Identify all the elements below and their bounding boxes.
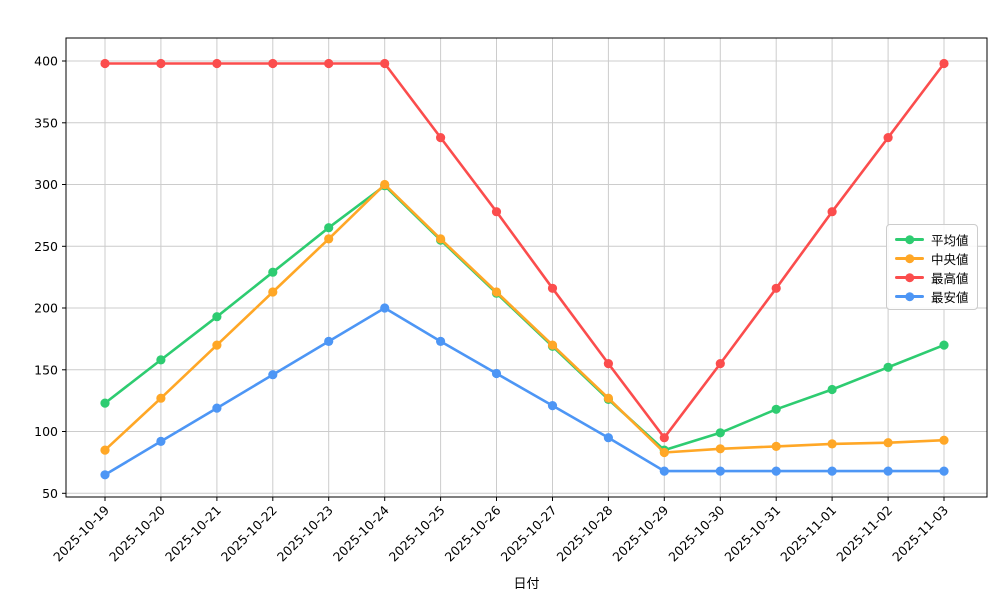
legend-label-average: 平均値 [931, 233, 969, 248]
legend-label-max: 最高値 [931, 271, 969, 286]
data-point-max [771, 283, 781, 293]
legend-item-max: 最高値 [895, 268, 969, 287]
data-point-average [939, 340, 949, 350]
data-point-min [547, 401, 558, 411]
data-point-average [156, 355, 166, 365]
legend-item-median: 中央値 [895, 249, 969, 268]
data-point-min [491, 368, 502, 379]
legend-label-median: 中央値 [931, 252, 969, 267]
data-point-min [939, 466, 949, 476]
data-point-max [883, 133, 893, 143]
data-point-average [212, 312, 222, 322]
y-tick-label: 150 [34, 362, 58, 377]
data-point-min [100, 470, 110, 480]
legend-item-min: 最安値 [895, 287, 969, 306]
x-axis-label: 日付 [513, 577, 540, 592]
data-point-median [939, 435, 949, 445]
data-point-max [827, 207, 837, 217]
data-point-max [156, 58, 166, 69]
data-point-max [212, 58, 222, 69]
data-point-median [771, 441, 781, 451]
y-tick-label: 250 [34, 239, 58, 254]
y-tick-label: 100 [34, 424, 58, 439]
legend-marker-median-icon [895, 253, 924, 264]
data-point-max [380, 58, 390, 69]
series-line-min [103, 306, 946, 477]
legend-item-average: 平均値 [895, 230, 969, 249]
data-point-max [324, 58, 334, 69]
data-point-median [100, 445, 110, 455]
y-tick-label: 350 [34, 115, 58, 130]
data-point-average [100, 398, 110, 408]
data-point-min [771, 466, 781, 476]
data-point-median [827, 439, 837, 449]
data-point-min [212, 403, 222, 413]
data-point-min [436, 336, 446, 346]
data-point-min [883, 466, 893, 476]
legend-marker-average-icon [895, 234, 924, 245]
y-tick-label: 300 [34, 177, 58, 192]
data-point-min [827, 466, 837, 476]
data-point-median [883, 438, 893, 448]
data-point-max [939, 58, 949, 69]
data-point-median [212, 340, 222, 350]
data-point-max [100, 58, 110, 69]
data-point-average [771, 404, 781, 414]
data-point-median [268, 287, 278, 297]
data-point-median [380, 179, 390, 190]
data-point-max [659, 433, 669, 443]
data-point-median [436, 234, 446, 244]
data-point-min [268, 370, 278, 380]
data-point-min [715, 466, 725, 476]
data-point-min [380, 303, 390, 313]
axes-frame [65, 37, 988, 498]
legend-marker-min-icon [895, 291, 924, 302]
legend-label-min: 最安値 [931, 290, 969, 305]
data-point-average [883, 362, 893, 372]
legend: 平均値 中央値 最高値 最安値 [886, 224, 978, 310]
data-point-max [603, 359, 614, 369]
data-point-median [547, 340, 558, 350]
data-point-median [659, 447, 669, 458]
y-tick-label: 400 [34, 54, 58, 69]
data-point-median [324, 234, 334, 244]
data-point-average [324, 223, 334, 233]
data-point-median [603, 393, 614, 403]
legend-marker-max-icon [895, 272, 924, 283]
data-point-median [715, 444, 725, 454]
data-point-median [491, 287, 502, 297]
data-point-average [268, 267, 278, 277]
data-point-max [436, 133, 446, 143]
data-point-max [268, 58, 278, 69]
data-point-max [491, 207, 502, 217]
data-point-median [156, 393, 166, 403]
data-point-min [156, 436, 166, 446]
data-point-min [324, 336, 334, 346]
data-point-min [603, 433, 614, 443]
series-line-median [103, 183, 946, 454]
series-line-max [103, 62, 946, 439]
data-point-min [659, 466, 669, 476]
data-point-max [715, 359, 725, 369]
data-point-average [715, 428, 725, 438]
y-tick-label: 200 [34, 301, 58, 316]
data-point-max [547, 283, 558, 293]
y-tick-label: 50 [42, 486, 58, 501]
data-point-average [827, 384, 837, 395]
